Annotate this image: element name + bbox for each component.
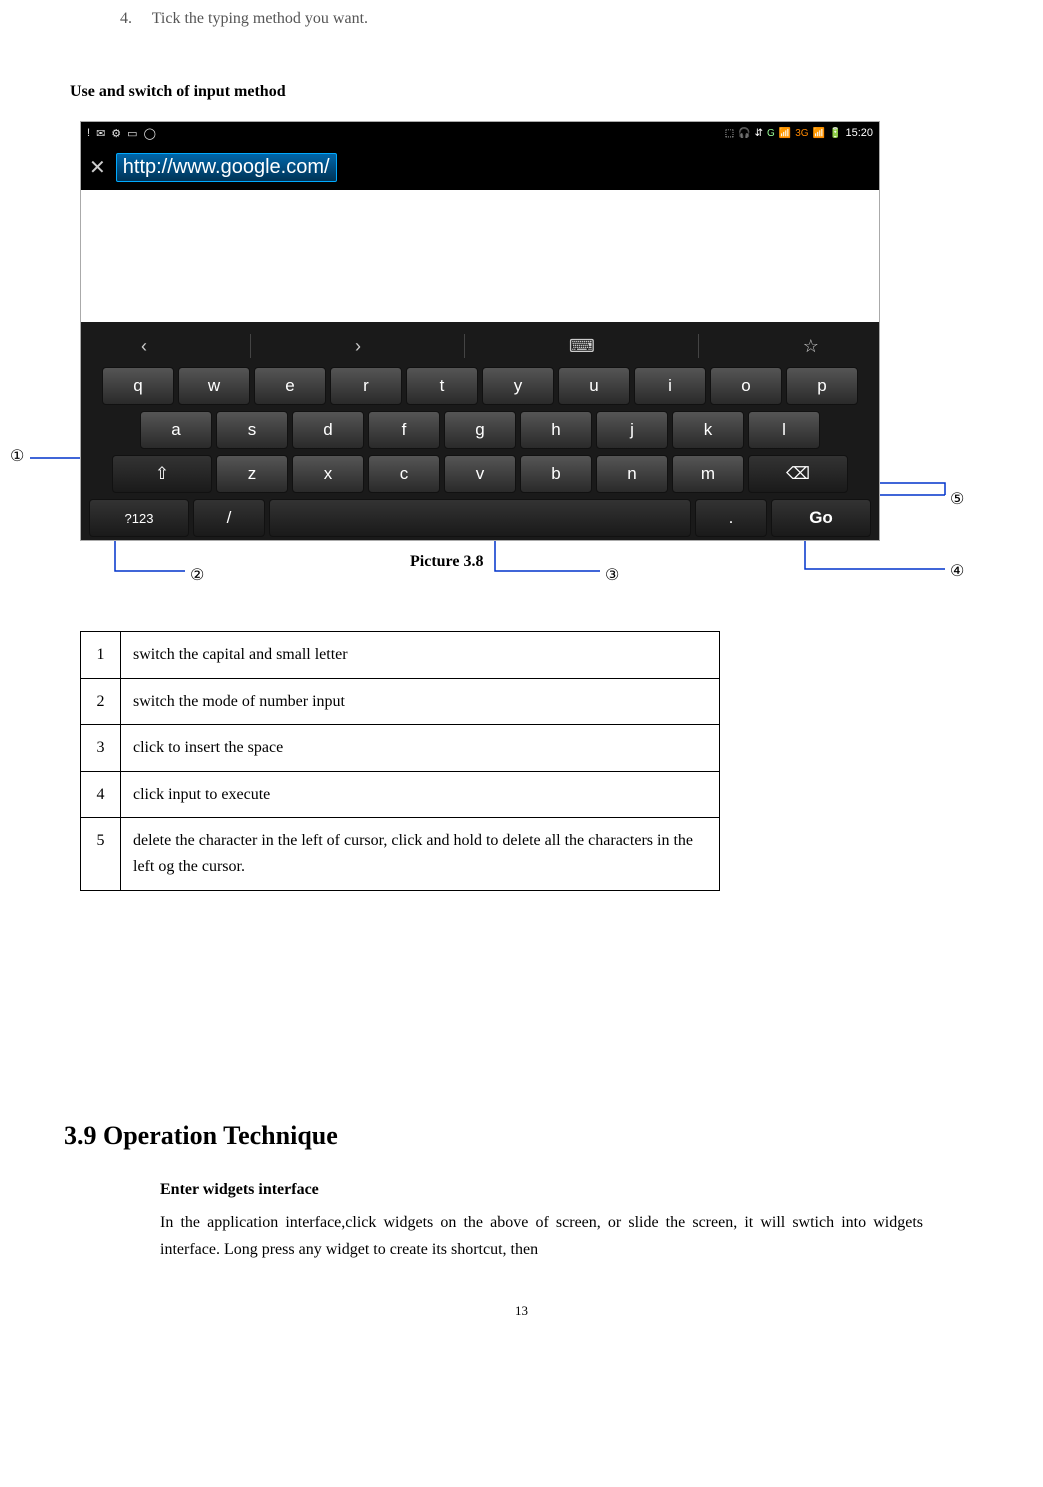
legend-text: delete the character in the left of curs… [121,818,720,890]
status-time: 15:20 [845,127,873,139]
callout-2: ② [190,565,204,585]
section-heading: 3.9 Operation Technique [64,1121,983,1151]
status-icon: ⇵ [755,128,763,139]
legend-text: click input to execute [121,771,720,818]
legend-table-wrap: 1 switch the capital and small letter 2 … [80,631,983,891]
slash-key[interactable]: / [193,499,265,537]
legend-num: 1 [81,632,121,679]
page-number: 13 [60,1303,983,1319]
legend-num: 4 [81,771,121,818]
key-i[interactable]: i [634,367,706,405]
phone-screenshot: ! ✉ ⚙ ▭ ◯ ⬚ 🎧 ⇵ G 📶 3G 📶 🔋 15:20 [80,121,880,541]
space-key[interactable] [269,499,691,537]
battery-icon: 🔋 [829,128,841,139]
key-a[interactable]: a [140,411,212,449]
key-w[interactable]: w [178,367,250,405]
key-s[interactable]: s [216,411,288,449]
body-paragraph: In the application interface,click widge… [160,1209,923,1263]
divider [698,334,699,358]
key-v[interactable]: v [444,455,516,493]
key-e[interactable]: e [254,367,326,405]
status-3g: 3G [795,128,808,139]
key-n[interactable]: n [596,455,668,493]
key-l[interactable]: l [748,411,820,449]
status-icon: G [767,128,775,139]
key-k[interactable]: k [672,411,744,449]
go-key[interactable]: Go [771,499,871,537]
signal-icon: 📶 [813,128,825,139]
key-h[interactable]: h [520,411,592,449]
key-p[interactable]: p [786,367,858,405]
status-icon: ▭ [127,127,137,140]
dot-key[interactable]: . [695,499,767,537]
callout-4: ④ [950,561,964,581]
close-icon[interactable]: ✕ [89,155,106,180]
key-z[interactable]: z [216,455,288,493]
legend-text: switch the capital and small letter [121,632,720,679]
key-x[interactable]: x [292,455,364,493]
key-d[interactable]: d [292,411,364,449]
prev-icon[interactable]: ‹ [141,336,147,357]
table-row: 5 delete the character in the left of cu… [81,818,720,890]
keyboard-row-1: q w e r t y u i o p [81,364,879,408]
key-y[interactable]: y [482,367,554,405]
status-icon: ✉ [96,127,105,140]
statusbar-right: ⬚ 🎧 ⇵ G 📶 3G 📶 🔋 15:20 [725,127,873,139]
key-j[interactable]: j [596,411,668,449]
key-t[interactable]: t [406,367,478,405]
divider [464,334,465,358]
keyboard-row-4: ?123 / . Go [81,496,879,540]
legend-num: 2 [81,678,121,725]
key-c[interactable]: c [368,455,440,493]
star-icon[interactable]: ☆ [803,336,819,357]
table-row: 3 click to insert the space [81,725,720,772]
table-row: 4 click input to execute [81,771,720,818]
keyboard-toprow: ‹ › ⌨ ☆ [81,328,879,364]
statusbar: ! ✉ ⚙ ▭ ◯ ⬚ 🎧 ⇵ G 📶 3G 📶 🔋 15:20 [81,122,879,144]
key-u[interactable]: u [558,367,630,405]
legend-text: switch the mode of number input [121,678,720,725]
figure-caption: Picture 3.8 [410,553,483,571]
subhead-widgets: Enter widgets interface [160,1181,983,1199]
key-m[interactable]: m [672,455,744,493]
status-icon: ⬚ [725,128,734,139]
list-number: 4. [120,10,148,28]
key-o[interactable]: o [710,367,782,405]
shift-key[interactable]: ⇧ [112,455,212,493]
status-icon: ! [87,127,90,140]
callout-1: ① [10,446,24,466]
mode-switch-key[interactable]: ?123 [89,499,189,537]
callout-5: ⑤ [950,489,964,509]
screenshot-region: ① ⑤ ② ③ ④ ! [60,121,983,591]
table-row: 2 switch the mode of number input [81,678,720,725]
key-b[interactable]: b [520,455,592,493]
next-icon[interactable]: › [355,336,361,357]
legend-table: 1 switch the capital and small letter 2 … [80,631,720,891]
table-row: 1 switch the capital and small letter [81,632,720,679]
keyboard: ‹ › ⌨ ☆ q w e r t y u i o [81,322,879,540]
statusbar-left: ! ✉ ⚙ ▭ ◯ [87,127,156,140]
status-icon: ⚙ [111,127,121,140]
list-item-4: 4. Tick the typing method you want. [120,10,983,28]
key-r[interactable]: r [330,367,402,405]
key-g[interactable]: g [444,411,516,449]
callout-3: ③ [605,565,619,585]
keyboard-row-2: a s d f g h j k l [81,408,879,452]
status-icon: 🎧 [738,128,750,139]
legend-num: 5 [81,818,121,890]
backspace-key[interactable]: ⌫ [748,455,848,493]
url-field[interactable]: http://www.google.com/ [116,153,337,182]
signal-icon: 📶 [779,128,791,139]
legend-text: click to insert the space [121,725,720,772]
subhead-input-method: Use and switch of input method [70,83,983,101]
divider [250,334,251,358]
keyboard-icon[interactable]: ⌨ [569,336,595,357]
status-icon: ◯ [144,127,156,140]
urlbar: ✕ http://www.google.com/ [81,144,879,190]
keyboard-row-3: ⇧ z x c v b n m ⌫ [81,452,879,496]
legend-num: 3 [81,725,121,772]
list-text: Tick the typing method you want. [152,10,368,27]
key-q[interactable]: q [102,367,174,405]
key-f[interactable]: f [368,411,440,449]
